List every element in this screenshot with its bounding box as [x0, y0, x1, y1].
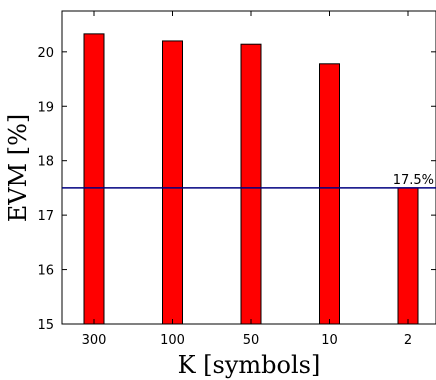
y-tick-label: 16: [37, 264, 54, 279]
bars-group: [83, 33, 419, 325]
reference-line-group: 17.5%: [62, 173, 436, 189]
y-tick-label: 18: [37, 155, 54, 170]
x-tick-label: 100: [160, 333, 185, 348]
y-tick-label: 15: [37, 318, 54, 333]
x-tick-label: 2: [404, 333, 412, 348]
ticks-group: [62, 11, 436, 325]
y-tick-label: 20: [37, 46, 54, 61]
y-tick-label: 17: [37, 209, 54, 224]
bar-300: [83, 33, 105, 325]
tick-labels-group: 300 100 50 10 2 15 16 17 18 19 20: [37, 46, 412, 348]
y-axis-label: EVM [%]: [4, 114, 32, 223]
bar-50: [240, 43, 262, 325]
x-tick-label: 300: [82, 333, 107, 348]
x-tick-label: 10: [321, 333, 338, 348]
x-tick-label: 50: [243, 333, 260, 348]
x-axis-label: K [symbols]: [178, 351, 321, 379]
bar-2: [397, 187, 419, 325]
y-tick-label: 19: [37, 100, 54, 115]
bar-100: [162, 40, 183, 325]
bar-10: [319, 63, 340, 325]
reference-line-label: 17.5%: [393, 173, 434, 188]
